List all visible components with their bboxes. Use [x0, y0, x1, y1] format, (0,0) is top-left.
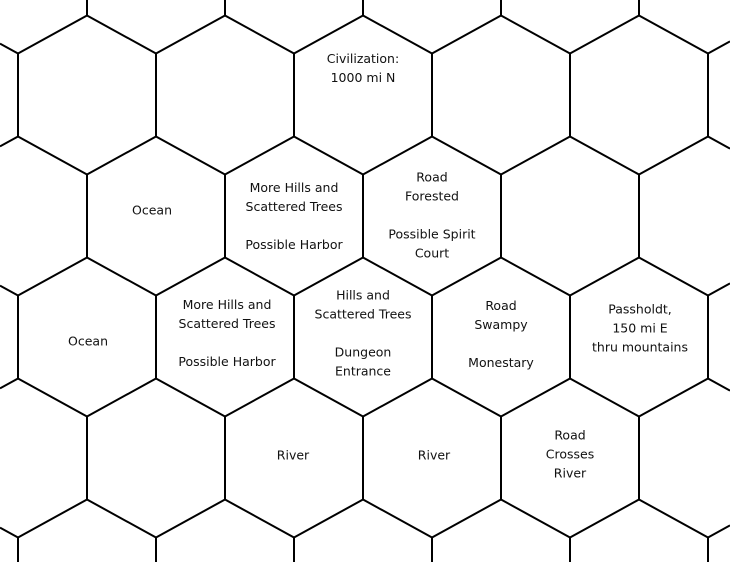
hex-edge: [569, 14, 640, 55]
hex-edge: [17, 135, 88, 176]
hex-edge: [224, 135, 295, 176]
hex-edge: [431, 498, 502, 539]
hex-edge: [500, 256, 571, 297]
hex-edge: [155, 256, 226, 297]
hex-edge: [638, 14, 709, 55]
hex-edge: [0, 526, 19, 539]
hex-edge: [362, 14, 433, 55]
hex-label-road-swampy: Road Swampy Monestary: [468, 298, 534, 370]
hex-label-hills-dungeon: Hills and Scattered Trees Dungeon Entran…: [314, 287, 412, 379]
hex-edge: [17, 377, 88, 418]
hex-edge: [86, 14, 157, 55]
hex-edge: [224, 498, 295, 539]
hex-edge: [0, 284, 19, 297]
hex-edge: [569, 377, 640, 418]
hex-edge: [0, 42, 19, 55]
hex-edge: [500, 135, 571, 176]
hex-edge: [362, 377, 433, 418]
hex-edge: [431, 256, 502, 297]
hex-edge: [17, 256, 88, 297]
hex-edge: [293, 377, 364, 418]
hex-edge: [362, 135, 433, 176]
hex-label-road-crosses-river: Road Crosses River: [545, 427, 595, 481]
hex-edge: [224, 377, 295, 418]
hex-edge: [707, 282, 730, 297]
hex-label-river-west: River: [276, 447, 310, 463]
hex-edge: [638, 135, 709, 176]
hex-label-passholdt: Passholdt, 150 mi E thru mountains: [592, 301, 688, 355]
hex-edge: [500, 377, 571, 418]
hex-edge: [224, 14, 295, 55]
hex-edge: [86, 256, 157, 297]
hex-edge: [707, 40, 730, 55]
hex-edge: [638, 377, 709, 418]
hex-edge: [431, 14, 502, 55]
hex-edge: [224, 256, 295, 297]
hex-edge: [86, 377, 157, 418]
hex-edge: [17, 14, 88, 55]
hex-edge: [707, 135, 730, 150]
hex-label-hills-harbor-south: More Hills and Scattered Trees Possible …: [178, 297, 276, 369]
hex-edge: [0, 135, 19, 148]
hex-edge: [431, 377, 502, 418]
hex-edge: [569, 256, 640, 297]
hex-label-river-east: River: [417, 447, 451, 463]
hex-edge: [86, 135, 157, 176]
hex-edge: [500, 498, 571, 539]
hex-label-ocean-north: Ocean: [132, 202, 172, 218]
hex-edge: [500, 14, 571, 55]
hex-edge: [155, 135, 226, 176]
hex-edge: [86, 498, 157, 539]
hex-edge: [362, 256, 433, 297]
hex-edge: [431, 135, 502, 176]
hex-label-road-forested: Road Forested Possible Spirit Court: [388, 169, 476, 261]
hex-edge: [638, 498, 709, 539]
hex-edge: [293, 14, 364, 55]
hex-edge: [707, 377, 730, 392]
hex-edge: [362, 498, 433, 539]
hex-edge: [569, 135, 640, 176]
hex-edge: [17, 498, 88, 539]
hex-edge: [0, 377, 19, 390]
hex-edge: [155, 498, 226, 539]
hex-label-hills-harbor-north: More Hills and Scattered Trees Possible …: [245, 180, 343, 252]
hex-edge: [293, 135, 364, 176]
hex-edge: [155, 377, 226, 418]
hex-edge: [638, 256, 709, 297]
hex-label-civilization: Civilization: 1000 mi N: [326, 51, 400, 85]
hex-edge: [293, 498, 364, 539]
hex-edge: [707, 524, 730, 539]
hex-edge: [569, 498, 640, 539]
hex-edge: [293, 256, 364, 297]
hex-label-ocean-west: Ocean: [68, 333, 108, 349]
hex-edge: [155, 14, 226, 55]
